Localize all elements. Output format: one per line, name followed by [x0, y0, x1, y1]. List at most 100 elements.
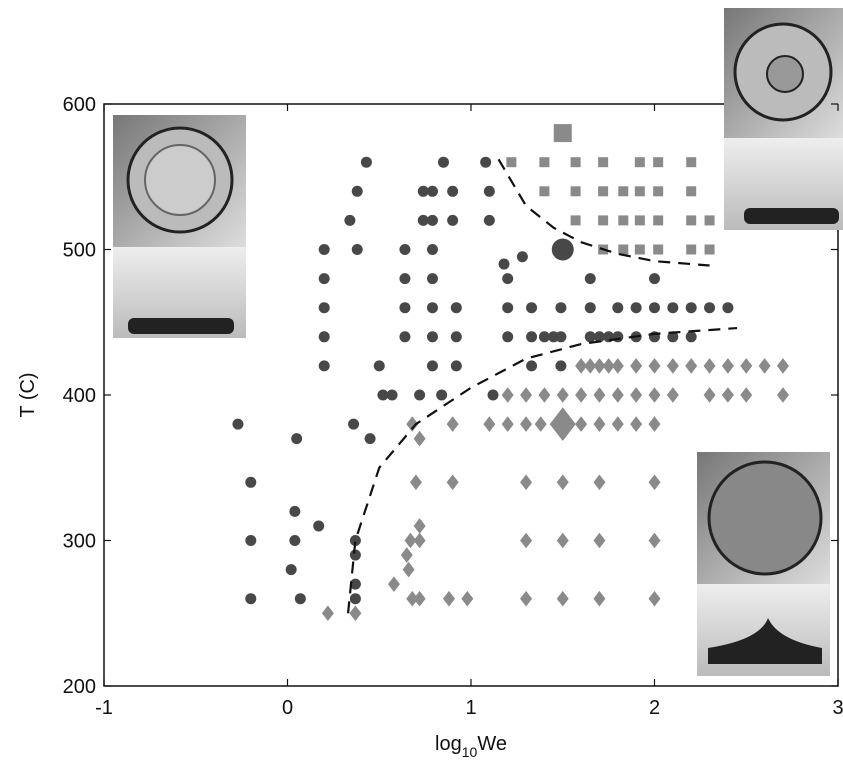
diamond-marker — [575, 387, 588, 403]
circle-marker — [318, 331, 330, 343]
square-marker — [704, 215, 715, 226]
circle-marker — [318, 273, 330, 285]
circle-marker — [386, 389, 398, 401]
circle-marker — [436, 389, 448, 401]
circle-marker — [351, 244, 363, 255]
square-marker — [618, 215, 629, 226]
diamond-marker — [446, 474, 459, 491]
square-marker — [686, 244, 697, 255]
square-marker — [570, 215, 581, 226]
diamond-marker — [387, 576, 400, 592]
diamond-marker — [461, 590, 474, 607]
circle-marker — [502, 331, 514, 343]
circle-marker — [289, 505, 301, 517]
circle-marker — [526, 360, 538, 372]
diamond-marker — [442, 590, 455, 607]
y-axis-label: T (C) — [17, 372, 39, 417]
diamond-marker — [611, 358, 624, 374]
diamond-marker — [483, 416, 496, 432]
circle-marker — [437, 156, 449, 168]
x-tick-label: 1 — [465, 697, 476, 719]
square-marker — [634, 244, 645, 255]
diamond-marker — [520, 474, 533, 491]
circle-marker — [399, 273, 411, 285]
circle-marker — [245, 535, 257, 546]
diamond-marker — [703, 387, 716, 403]
diamond-marker — [721, 387, 734, 403]
diamond-marker — [402, 561, 415, 578]
circle-marker — [399, 302, 411, 314]
square-marker — [539, 157, 550, 168]
inset-photo-left — [113, 115, 246, 338]
circle-marker — [426, 214, 438, 226]
circle-marker — [377, 389, 389, 401]
diamond-marker — [409, 474, 422, 491]
y-tick-label: 300 — [63, 531, 96, 553]
boundary-line — [346, 326, 738, 614]
circle-marker — [450, 331, 462, 343]
diamond-marker — [648, 590, 661, 607]
circle-marker — [399, 244, 411, 255]
circle-marker — [685, 331, 697, 343]
circle-marker — [426, 273, 438, 285]
circle-marker — [555, 302, 567, 314]
circle-marker — [289, 535, 301, 546]
x-tick-label: -1 — [95, 697, 113, 719]
square-marker — [653, 157, 664, 168]
diamond-marker — [593, 387, 606, 403]
circle-marker — [704, 302, 716, 314]
diamond-marker — [593, 416, 606, 432]
diamond-marker — [758, 358, 771, 374]
diamond-marker — [413, 590, 426, 607]
circle-marker — [502, 273, 514, 285]
square-marker — [570, 157, 581, 168]
circle-marker — [667, 331, 679, 343]
diamond-marker — [666, 358, 679, 374]
diamond-marker — [446, 416, 459, 432]
square-marker — [653, 244, 664, 255]
circle-marker — [526, 302, 538, 314]
circle-marker — [667, 302, 679, 314]
square-marker — [598, 157, 609, 168]
square-marker — [686, 157, 697, 168]
circle-marker — [516, 251, 528, 263]
square-marker — [618, 244, 629, 255]
circle-marker — [349, 535, 361, 546]
circle-marker — [487, 389, 499, 401]
diamond-marker — [556, 532, 569, 549]
diamond-marker — [413, 518, 426, 534]
circle-marker — [649, 302, 660, 314]
square-marker — [686, 215, 697, 226]
diamond-marker — [413, 532, 426, 549]
circle-marker — [417, 185, 429, 197]
diamond-marker — [556, 387, 569, 403]
circle-marker — [630, 302, 642, 314]
diamond-marker — [721, 358, 734, 374]
diamond-marker — [501, 416, 514, 432]
circle-marker — [447, 214, 459, 226]
circle-marker — [426, 244, 438, 255]
diamond-marker — [549, 407, 576, 441]
diamond-marker — [520, 387, 533, 403]
circle-marker — [483, 185, 495, 197]
circle-marker — [291, 433, 303, 445]
circle-marker — [417, 214, 429, 226]
diamond-marker — [584, 358, 597, 374]
diamond-marker — [404, 532, 417, 549]
diamond-marker — [575, 358, 588, 374]
diamond-marker — [538, 387, 551, 403]
x-tick-label: 0 — [282, 697, 293, 719]
plot-area — [232, 124, 789, 622]
square-marker — [634, 157, 645, 168]
circle-marker — [360, 156, 372, 168]
diamond-marker — [703, 358, 716, 374]
diamond-marker — [406, 416, 419, 432]
circle-marker — [349, 593, 361, 605]
diamond-marker — [776, 387, 789, 403]
square-marker — [618, 186, 629, 197]
circle-marker — [722, 302, 734, 314]
y-tick-label: 600 — [63, 94, 96, 116]
diamond-marker — [776, 358, 789, 374]
square-marker — [634, 215, 645, 226]
diamond-marker — [556, 590, 569, 607]
